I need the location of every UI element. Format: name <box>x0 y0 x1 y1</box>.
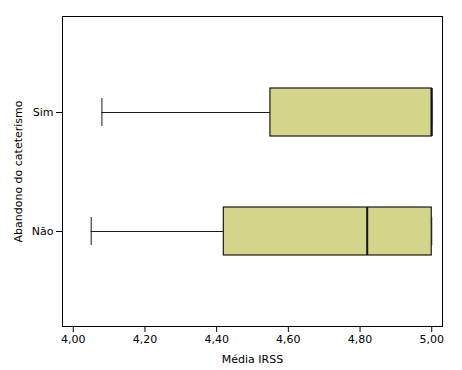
svg-text:4,40: 4,40 <box>204 333 229 346</box>
svg-text:5,00: 5,00 <box>419 333 444 346</box>
svg-text:4,20: 4,20 <box>133 333 158 346</box>
svg-text:4,00: 4,00 <box>61 333 86 346</box>
svg-text:4,60: 4,60 <box>276 333 301 346</box>
svg-text:4,80: 4,80 <box>348 333 373 346</box>
svg-text:Média IRSS: Média IRSS <box>222 353 283 366</box>
svg-text:Não: Não <box>32 225 54 238</box>
svg-text:Abandono do cateterismo: Abandono do cateterismo <box>12 100 25 242</box>
svg-text:Sim: Sim <box>33 106 54 119</box>
